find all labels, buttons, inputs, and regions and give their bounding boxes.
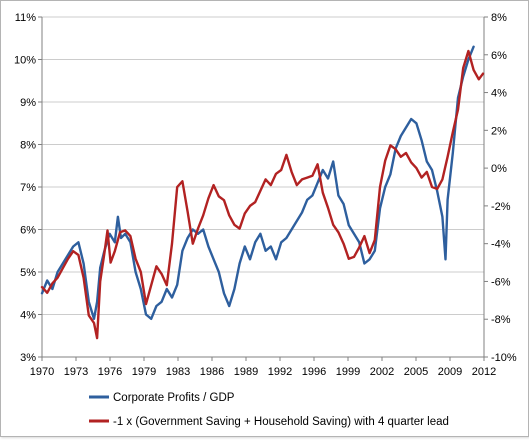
left-y-tick-label: 5% <box>20 267 36 279</box>
right-y-tick-label: -10% <box>491 352 517 364</box>
right-y-tick-labels: -10% -8% -6% -4% -2% 0% 2% 4% 6% 8% <box>484 12 517 364</box>
right-y-tick-label: -8% <box>491 314 511 326</box>
right-y-tick-label: -4% <box>491 239 511 251</box>
x-tick-label: 1989 <box>234 366 258 378</box>
left-y-tick-label: 3% <box>20 352 36 364</box>
x-tick-label: 1992 <box>268 366 292 378</box>
x-tick-label: 1996 <box>302 366 326 378</box>
x-tick-label: 2005 <box>404 366 428 378</box>
right-y-tick-label: 0% <box>491 163 507 175</box>
legend-label-saving: -1 x (Government Saving + Household Savi… <box>113 416 449 428</box>
x-tick-labels: 1970 1973 1976 1979 1983 1986 1989 1992 1996 1999… <box>30 357 496 378</box>
x-tick-label: 1999 <box>336 366 360 378</box>
right-y-tick-label: -6% <box>491 276 511 288</box>
left-y-tick-label: 9% <box>20 97 36 109</box>
left-y-tick-labels: 3% 4% 5% 6% 7% 8% 9% 10% 11% <box>14 12 42 364</box>
right-y-tick-label: 2% <box>491 125 507 137</box>
x-tick-label: 2012 <box>472 366 496 378</box>
x-tick-label: 1976 <box>98 366 122 378</box>
gridlines <box>42 16 484 315</box>
left-y-tick-label: 8% <box>20 140 36 152</box>
left-y-tick-label: 4% <box>20 310 36 322</box>
x-tick-label: 1973 <box>64 366 88 378</box>
right-y-tick-label: -2% <box>491 201 511 213</box>
left-y-tick-label: 11% <box>15 12 36 24</box>
series-line-0 <box>40 45 475 320</box>
legend-label-corporate-profits: Corporate Profits / GDP <box>113 392 235 404</box>
x-tick-label: 2002 <box>370 366 394 378</box>
x-tick-label: 1970 <box>30 366 54 378</box>
series-lines <box>40 45 485 340</box>
x-tick-label: 1983 <box>166 366 190 378</box>
x-tick-label: 1979 <box>132 366 156 378</box>
series-line-1 <box>40 49 485 340</box>
left-y-tick-label: 7% <box>20 182 36 194</box>
x-tick-label: 2009 <box>438 366 462 378</box>
right-y-tick-label: 4% <box>491 88 507 100</box>
left-y-tick-label: 10% <box>14 55 36 67</box>
right-y-tick-label: 6% <box>491 50 507 62</box>
x-tick-label: 1986 <box>200 366 224 378</box>
left-y-tick-label: 6% <box>20 225 36 237</box>
legend: Corporate Profits / GDP -1 x (Government… <box>89 392 449 428</box>
right-y-tick-label: 8% <box>491 12 507 24</box>
